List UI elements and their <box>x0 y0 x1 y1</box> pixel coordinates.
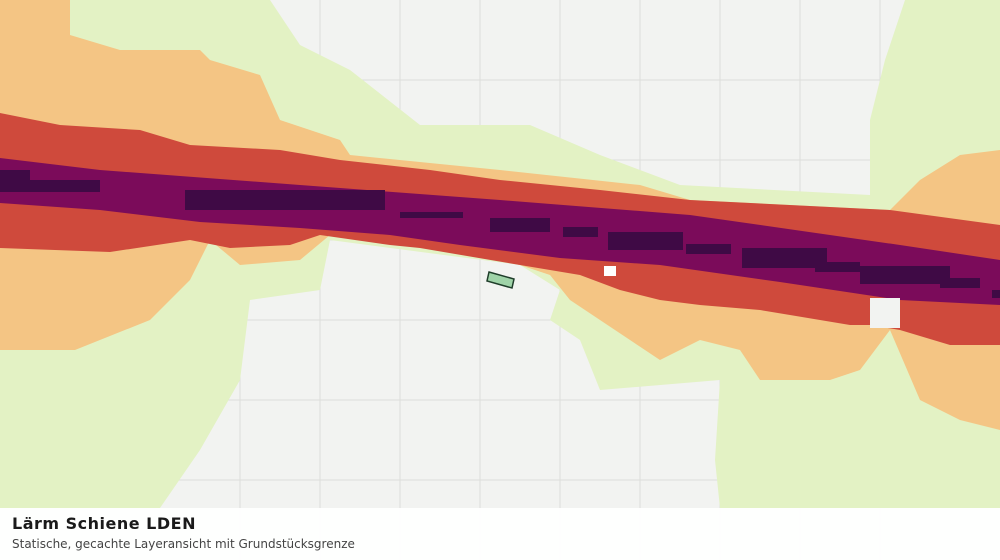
parcel-boundary <box>486 271 515 289</box>
gap <box>870 298 900 328</box>
layer-subtitle: Statische, gecachte Layeransicht mit Gru… <box>12 537 355 551</box>
layer-title: Lärm Schiene LDEN <box>12 514 196 533</box>
gap <box>604 266 616 276</box>
noise-zone-extreme <box>0 170 1000 298</box>
map-caption: Lärm Schiene LDEN Statische, gecachte La… <box>0 508 1000 560</box>
